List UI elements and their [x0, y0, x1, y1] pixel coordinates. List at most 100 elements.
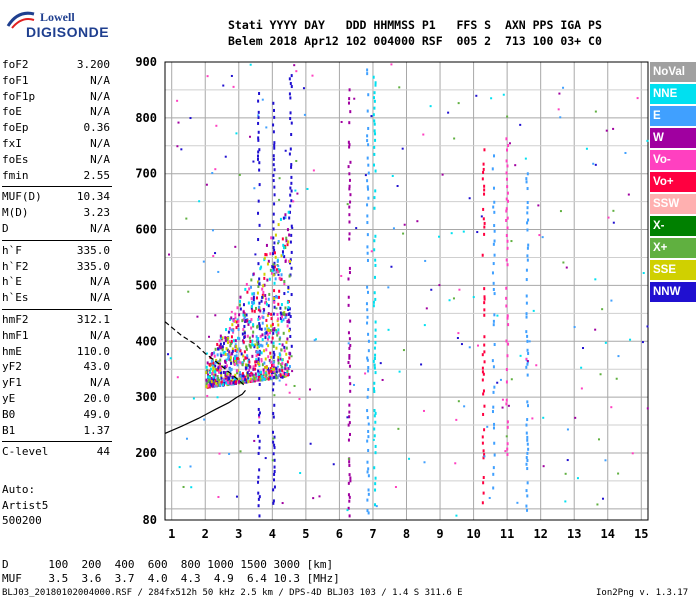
echo-mark: [505, 435, 508, 438]
echo-mark: [348, 356, 351, 360]
echo-mark: [214, 168, 217, 171]
echo-mark: [258, 411, 261, 415]
echo-mark: [256, 352, 259, 356]
echo-mark: [278, 337, 281, 341]
echo-mark: [273, 478, 276, 482]
echo-mark: [208, 363, 211, 367]
echo-mark: [496, 381, 499, 384]
echo-mark: [366, 156, 369, 160]
echo-mark: [525, 268, 528, 272]
echo-mark: [525, 315, 528, 319]
param-name: hmF1: [2, 328, 29, 342]
echo-mark: [283, 280, 286, 284]
x-tick-label: 13: [567, 527, 581, 541]
echo-mark: [542, 416, 545, 419]
echo-mark: [217, 347, 220, 351]
echo-mark: [290, 250, 293, 254]
param-separator: [2, 239, 112, 241]
echo-mark: [245, 347, 248, 351]
echo-mark: [483, 301, 486, 305]
echo-mark: [276, 295, 279, 299]
echo-mark: [482, 449, 485, 453]
echo-mark: [505, 209, 508, 213]
echo-mark: [206, 394, 209, 397]
echo-mark: [373, 346, 376, 350]
echo-mark: [235, 361, 238, 365]
echo-mark: [212, 361, 215, 365]
echo-mark: [228, 367, 231, 371]
echo-mark: [216, 383, 219, 387]
echo-mark: [348, 271, 351, 275]
echo-mark: [230, 352, 233, 356]
echo-mark: [381, 378, 384, 381]
echo-mark: [481, 253, 484, 257]
echo-mark: [493, 229, 496, 233]
echo-mark: [576, 477, 579, 480]
echo-mark: [272, 273, 275, 277]
echo-mark: [286, 300, 289, 304]
echo-mark: [422, 409, 425, 412]
auto-label: Auto:: [2, 483, 36, 496]
echo-mark: [277, 317, 280, 321]
echo-mark: [280, 348, 283, 352]
echo-mark: [285, 239, 288, 243]
echo-mark: [294, 189, 297, 192]
echo-mark: [265, 342, 268, 346]
echo-mark: [261, 315, 264, 319]
echo-mark: [267, 304, 270, 308]
echo-mark: [272, 130, 275, 134]
echo-mark: [394, 486, 397, 489]
echo-mark: [196, 315, 199, 318]
echo-mark: [269, 376, 272, 380]
echo-mark: [283, 313, 286, 317]
echo-mark: [527, 218, 530, 222]
echo-mark: [264, 331, 267, 335]
echo-mark: [226, 353, 229, 357]
echo-mark: [287, 240, 290, 244]
echo-mark: [506, 226, 509, 230]
echo-mark: [483, 287, 486, 291]
echo-mark: [211, 369, 214, 373]
echo-mark: [239, 295, 242, 299]
echo-mark: [506, 185, 509, 189]
echo-mark: [237, 324, 240, 328]
echo-mark: [238, 313, 241, 317]
echo-mark: [258, 282, 261, 286]
echo-mark: [492, 319, 495, 323]
param-value: 1.37: [83, 423, 111, 437]
echo-mark: [236, 356, 239, 360]
echo-mark: [290, 74, 293, 78]
echo-mark: [252, 295, 255, 299]
echo-mark: [266, 262, 269, 266]
echo-mark: [486, 425, 489, 428]
echo-mark: [373, 196, 376, 200]
echo-mark: [373, 129, 376, 133]
echo-mark: [525, 462, 528, 466]
echo-mark: [366, 72, 369, 76]
echo-mark: [241, 332, 244, 336]
echo-mark: [289, 117, 292, 121]
echo-mark: [348, 237, 351, 241]
echo-mark: [480, 215, 483, 218]
echo-mark: [366, 308, 369, 312]
echo-mark: [284, 213, 287, 217]
echo-mark: [366, 233, 369, 237]
echo-mark: [257, 336, 260, 340]
echo-mark: [273, 403, 276, 407]
echo-mark: [232, 381, 235, 385]
echo-mark: [582, 347, 585, 350]
echo-mark: [244, 375, 247, 379]
echo-mark: [348, 184, 351, 188]
echo-mark: [257, 238, 260, 242]
echo-mark: [242, 374, 245, 378]
echo-mark: [210, 359, 213, 363]
echo-mark: [349, 382, 352, 386]
echo-mark: [483, 428, 486, 432]
echo-mark: [374, 353, 377, 357]
echo-mark: [225, 347, 228, 351]
echo-mark: [349, 160, 352, 164]
echo-mark: [278, 374, 281, 378]
echo-mark: [235, 354, 238, 358]
echo-mark: [526, 435, 529, 439]
param-value: 49.0: [83, 407, 111, 421]
